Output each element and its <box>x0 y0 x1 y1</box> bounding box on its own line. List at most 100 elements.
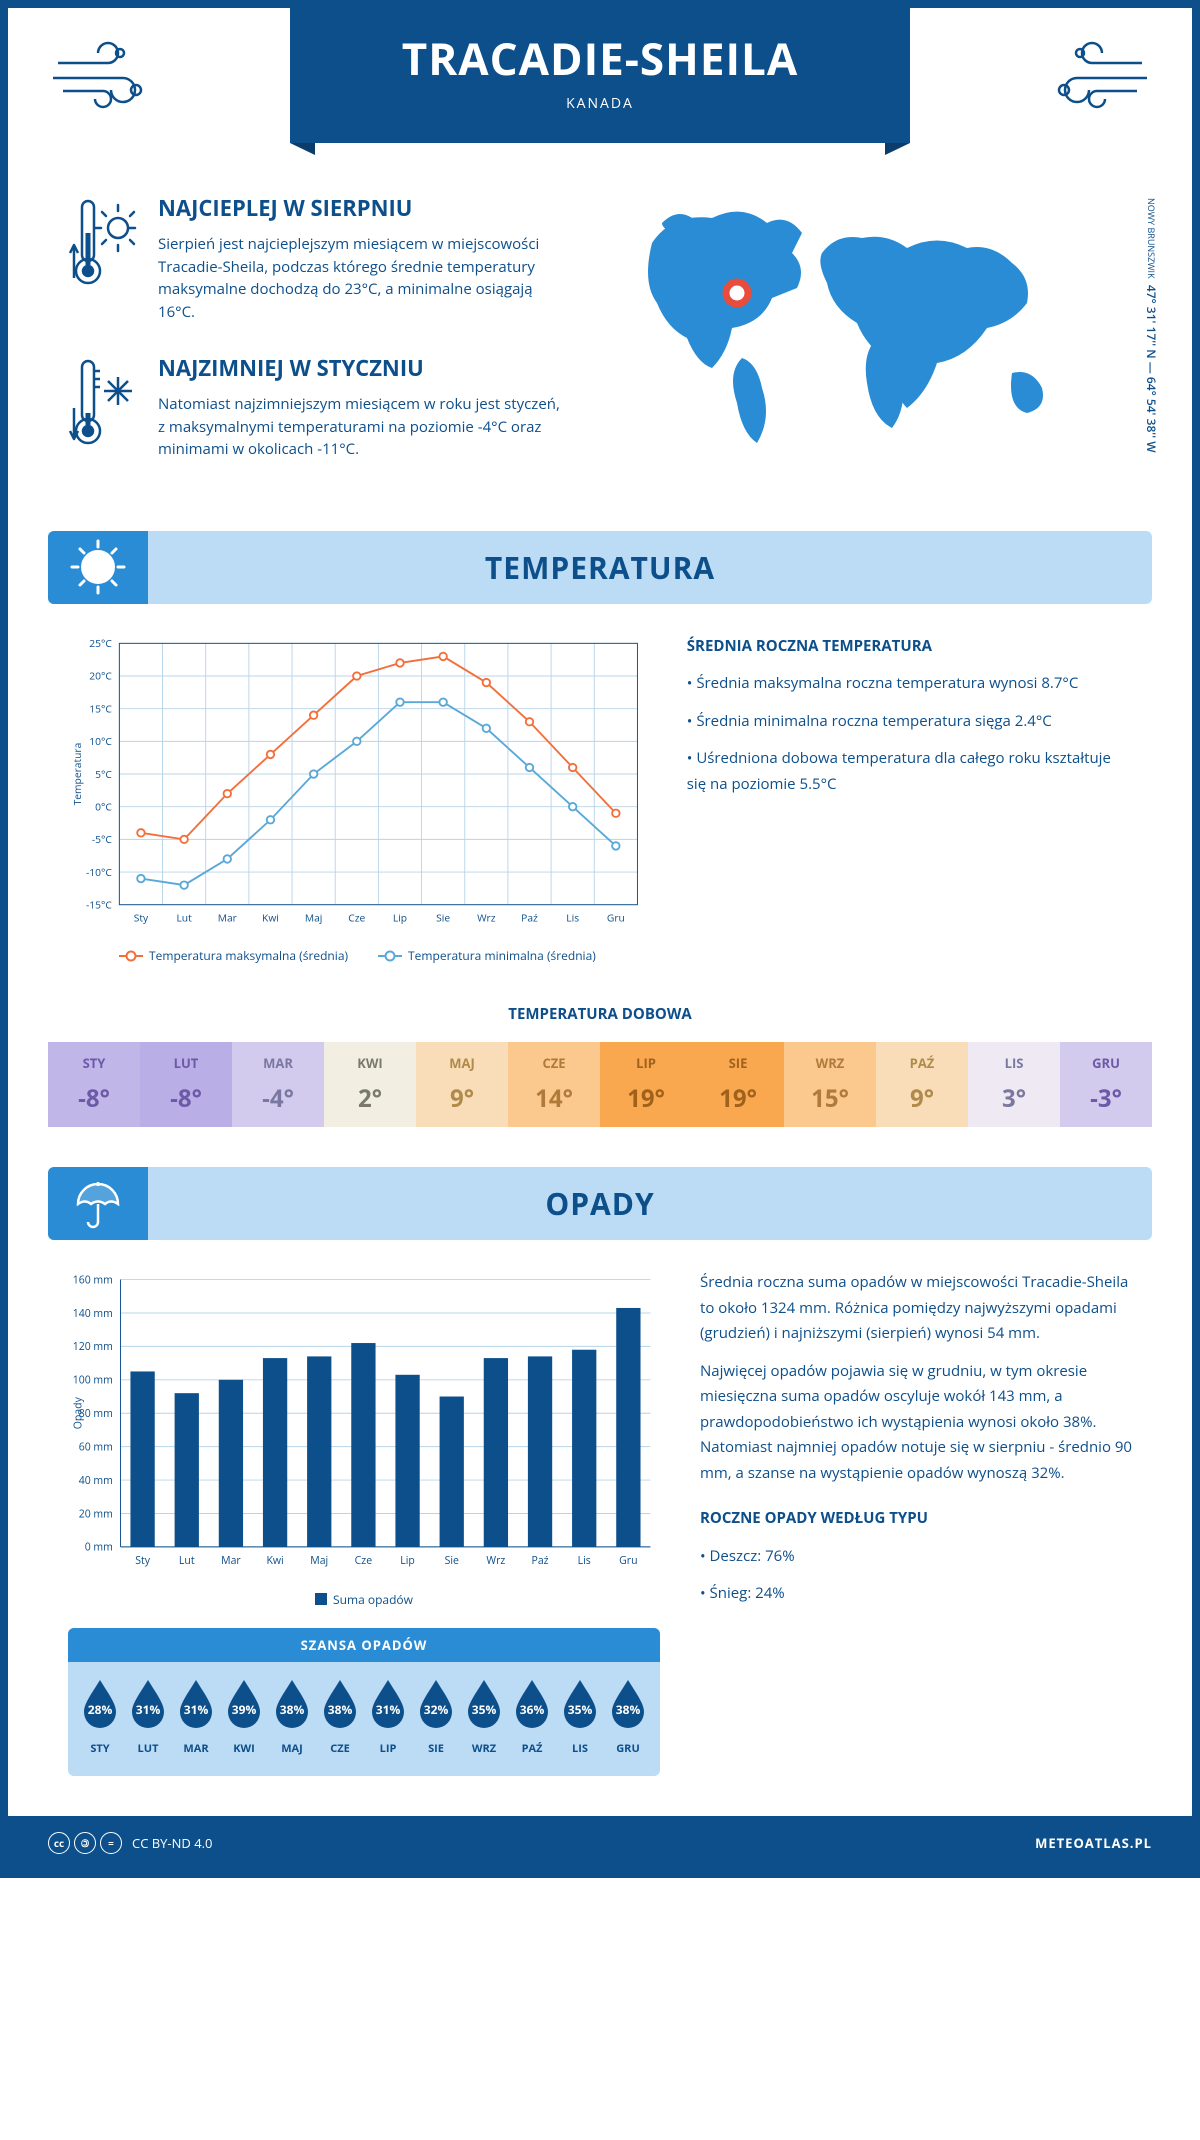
precipitation-bar-chart: 0 mm20 mm40 mm60 mm80 mm100 mm120 mm140 … <box>68 1270 660 1576</box>
daily-temp-cell: CZE14° <box>508 1042 600 1127</box>
country-label: KANADA <box>330 94 870 113</box>
svg-text:25°C: 25°C <box>89 637 112 651</box>
coldest-fact: NAJZIMNIEJ W STYCZNIU Natomiast najzimni… <box>68 353 562 461</box>
svg-text:31%: 31% <box>136 1701 161 1718</box>
svg-text:Temperatura: Temperatura <box>71 742 85 805</box>
wind-icon-right <box>1032 33 1152 113</box>
svg-text:Opady: Opady <box>71 1397 85 1430</box>
avg-temp-title: ŚREDNIA ROCZNA TEMPERATURA <box>687 634 1132 660</box>
page: TRACADIE-SHEILA KANADA NAJCIEPLEJ W SIER… <box>0 0 1200 1878</box>
rain-chance-cell: 31%LUT <box>126 1676 170 1756</box>
rain-chance-cell: 38%CZE <box>318 1676 362 1756</box>
temp-legend: Temperatura maksymalna (średnia) Tempera… <box>68 947 647 964</box>
svg-text:Lut: Lut <box>176 911 192 925</box>
svg-text:Kwi: Kwi <box>266 1554 283 1568</box>
svg-text:Lut: Lut <box>179 1554 195 1568</box>
rain-chance-cell: 36%PAŹ <box>510 1676 554 1756</box>
svg-text:15°C: 15°C <box>89 702 112 716</box>
daily-temp-cell: WRZ15° <box>784 1042 876 1127</box>
svg-text:Gru: Gru <box>619 1554 637 1568</box>
rain-chance-cell: 35%LIS <box>558 1676 602 1756</box>
daily-temp-cell: GRU-3° <box>1060 1042 1152 1127</box>
daily-temp-cell: SIE19° <box>692 1042 784 1127</box>
hottest-title: NAJCIEPLEJ W SIERPNIU <box>158 193 562 223</box>
daily-temp-cell: MAJ9° <box>416 1042 508 1127</box>
svg-text:Mar: Mar <box>221 1554 241 1568</box>
svg-text:-5°C: -5°C <box>92 833 113 847</box>
footer: cc🄯= CC BY-ND 4.0 METEOATLAS.PL <box>8 1816 1192 1870</box>
header: TRACADIE-SHEILA KANADA <box>8 8 1192 193</box>
rain-section-body: 0 mm20 mm40 mm60 mm80 mm100 mm120 mm140 … <box>8 1240 1192 1816</box>
svg-text:Sty: Sty <box>134 911 149 925</box>
rain-chance-cell: 31%MAR <box>174 1676 218 1756</box>
site-name: METEOATLAS.PL <box>1035 1834 1152 1852</box>
avg-temp-bullet: • Średnia minimalna roczna temperatura s… <box>687 709 1132 735</box>
avg-temp-bullet: • Średnia maksymalna roczna temperatura … <box>687 671 1132 697</box>
svg-text:20°C: 20°C <box>89 669 112 683</box>
daily-temp-title: TEMPERATURA DOBOWA <box>48 1004 1152 1024</box>
hottest-fact: NAJCIEPLEJ W SIERPNIU Sierpień jest najc… <box>68 193 562 323</box>
svg-text:60 mm: 60 mm <box>79 1441 113 1455</box>
coldest-title: NAJZIMNIEJ W STYCZNIU <box>158 353 562 383</box>
svg-text:35%: 35% <box>472 1701 497 1718</box>
svg-text:Kwi: Kwi <box>262 911 279 925</box>
svg-text:20 mm: 20 mm <box>79 1508 113 1522</box>
svg-text:38%: 38% <box>280 1701 305 1718</box>
svg-text:Cze: Cze <box>355 1554 373 1568</box>
temp-section-header: TEMPERATURA <box>48 531 1152 604</box>
svg-text:120 mm: 120 mm <box>73 1340 113 1354</box>
rain-title: OPADY <box>64 1183 1136 1224</box>
wind-icon-left <box>48 33 168 113</box>
svg-text:28%: 28% <box>88 1701 113 1718</box>
svg-text:10°C: 10°C <box>89 735 112 749</box>
thermometer-hot-icon <box>68 193 138 323</box>
svg-text:Lip: Lip <box>393 911 407 925</box>
svg-text:Lis: Lis <box>566 911 579 925</box>
temp-section-body: -15°C-10°C-5°C0°C5°C10°C15°C20°C25°CStyL… <box>8 604 1192 1005</box>
intro-section: NAJCIEPLEJ W SIERPNIU Sierpień jest najc… <box>8 193 1192 531</box>
svg-text:31%: 31% <box>376 1701 401 1718</box>
svg-text:38%: 38% <box>328 1701 353 1718</box>
daily-temp-cell: PAŹ9° <box>876 1042 968 1127</box>
daily-temp-cell: LIP19° <box>600 1042 692 1127</box>
svg-text:5°C: 5°C <box>95 767 112 781</box>
rain-chance-cell: 32%SIE <box>414 1676 458 1756</box>
rain-type-title: ROCZNE OPADY WEDŁUG TYPU <box>700 1506 1132 1532</box>
title-ribbon: TRACADIE-SHEILA KANADA <box>290 8 910 143</box>
svg-text:160 mm: 160 mm <box>73 1274 113 1288</box>
svg-text:Sie: Sie <box>436 911 450 925</box>
svg-text:Sie: Sie <box>445 1554 459 1568</box>
rain-type-bullet: • Deszcz: 76% <box>700 1544 1132 1570</box>
svg-text:Cze: Cze <box>348 911 365 925</box>
svg-text:Mar: Mar <box>218 911 238 925</box>
daily-temp-cell: MAR-4° <box>232 1042 324 1127</box>
hottest-text: Sierpień jest najcieplejszym miesiącem w… <box>158 233 562 323</box>
daily-temp-cell: LIS3° <box>968 1042 1060 1127</box>
rain-paragraph: Średnia roczna suma opadów w miejscowośc… <box>700 1270 1132 1347</box>
rain-paragraph: Najwięcej opadów pojawia się w grudniu, … <box>700 1359 1132 1487</box>
svg-text:Maj: Maj <box>305 911 323 925</box>
rain-chance-cell: 39%KWI <box>222 1676 266 1756</box>
rain-chance-title: SZANSA OPADÓW <box>68 1628 660 1662</box>
rain-chance-cell: 38%GRU <box>606 1676 650 1756</box>
svg-text:39%: 39% <box>232 1701 257 1718</box>
svg-text:100 mm: 100 mm <box>73 1374 113 1388</box>
svg-text:32%: 32% <box>424 1701 449 1718</box>
svg-text:Lip: Lip <box>400 1554 415 1568</box>
world-map: NOWY BRUNSZWIK 47° 31' 17'' N — 64° 54' … <box>612 193 1132 458</box>
rain-section-header: OPADY <box>48 1167 1152 1240</box>
daily-temp-cell: LUT-8° <box>140 1042 232 1127</box>
daily-temp-section: TEMPERATURA DOBOWA STY-8°LUT-8°MAR-4°KWI… <box>8 1004 1192 1167</box>
coldest-text: Natomiast najzimniejszym miesiącem w rok… <box>158 393 562 461</box>
svg-text:Lis: Lis <box>578 1554 591 1568</box>
cc-license-icon: cc🄯= <box>48 1832 122 1854</box>
svg-text:31%: 31% <box>184 1701 209 1718</box>
daily-temp-cell: STY-8° <box>48 1042 140 1127</box>
svg-text:140 mm: 140 mm <box>73 1307 113 1321</box>
svg-text:0°C: 0°C <box>95 800 112 814</box>
rain-chance-panel: SZANSA OPADÓW 28%STY31%LUT31%MAR39%KWI 38… <box>68 1628 660 1776</box>
thermometer-cold-icon <box>68 353 138 461</box>
rain-chance-cell: 28%STY <box>78 1676 122 1756</box>
svg-text:40 mm: 40 mm <box>79 1474 113 1488</box>
svg-text:-10°C: -10°C <box>86 865 112 879</box>
